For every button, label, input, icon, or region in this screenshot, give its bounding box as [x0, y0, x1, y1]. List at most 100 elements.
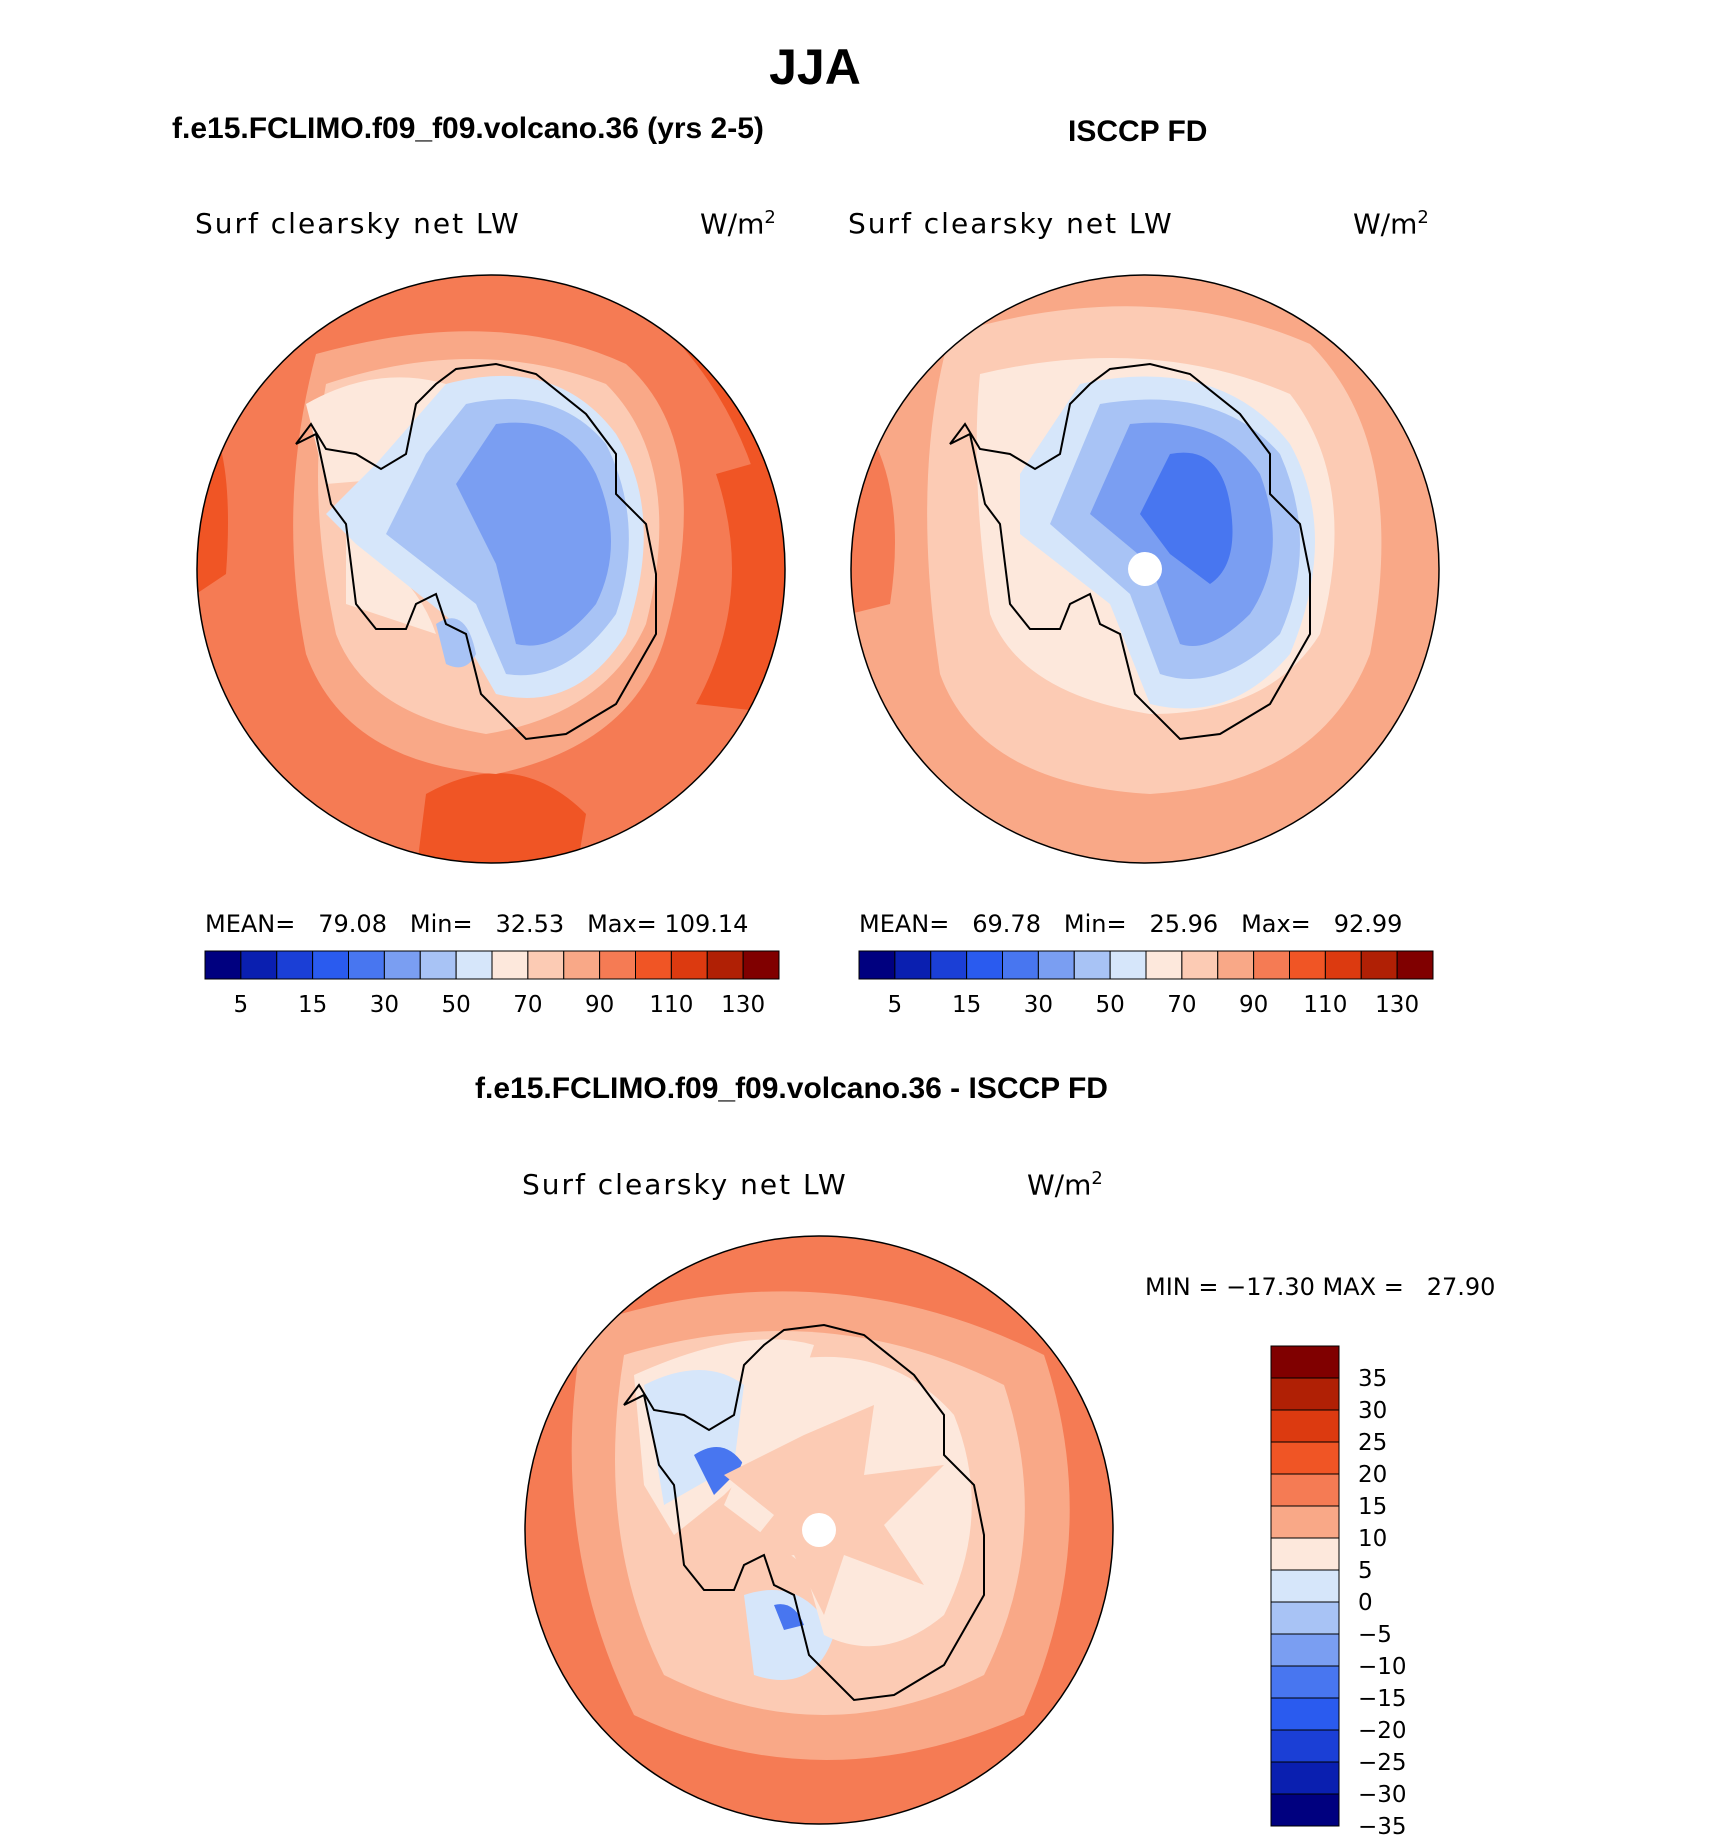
colorbar-tick-label: 130 — [721, 992, 765, 1018]
colorbar-box — [1181, 950, 1219, 980]
observation-polar-map — [850, 274, 1440, 864]
colorbar-box — [1270, 1537, 1340, 1571]
difference-variable-label: Surf clearsky net LW — [522, 1168, 848, 1201]
colorbar-box — [276, 950, 314, 980]
colorbar-box — [1270, 1345, 1340, 1379]
colorbar-tick-label: 110 — [1303, 992, 1347, 1018]
colorbar-tick-label: 50 — [1095, 992, 1124, 1018]
colorbar-box — [1002, 950, 1039, 980]
panel-1-colorbar: 5 15 30 50 70 90 110 130 — [204, 950, 780, 1018]
colorbar-box — [1270, 1697, 1340, 1731]
colorbar-box — [1270, 1473, 1340, 1507]
panel-2-variable-label: Surf clearsky net LW — [848, 207, 1174, 240]
colorbar-tick-label: 50 — [441, 992, 470, 1018]
colorbar-tick-label: 130 — [1375, 992, 1419, 1018]
ross-ice — [436, 618, 476, 668]
warm-band-east — [696, 454, 785, 714]
colorbar-tick-label: 15 — [298, 992, 327, 1018]
colorbar-box — [491, 950, 529, 980]
colorbar-box — [1270, 1569, 1340, 1603]
colorbar-tick-label: 30 — [370, 992, 399, 1018]
colorbar-box — [1073, 950, 1111, 980]
colorbar-box — [894, 950, 932, 980]
colorbar-box — [635, 950, 672, 980]
colorbar-tick-label: 15 — [1358, 1494, 1387, 1520]
colorbar-tick-label: 70 — [513, 992, 542, 1018]
ross-negative-strong — [774, 1604, 804, 1630]
colorbar-tick-label: −35 — [1358, 1814, 1407, 1835]
colorbar-tick-label: 5 — [1358, 1558, 1373, 1584]
panel-1-stats: MEAN= 79.08 Min= 32.53 Max= 109.14 — [205, 910, 749, 938]
colorbar-box — [706, 950, 744, 980]
colorbar-tick-label: −15 — [1358, 1686, 1407, 1712]
colorbar-tick-label: −5 — [1358, 1622, 1392, 1648]
warm-band-south — [416, 773, 586, 863]
pole-hole — [1128, 552, 1162, 586]
colorbar-tick-label: 15 — [952, 992, 981, 1018]
negative-strong — [694, 1447, 744, 1495]
colorbar-tick-label: −30 — [1358, 1782, 1407, 1808]
colorbar-box — [1396, 950, 1434, 980]
panel-1-title: f.e15.FCLIMO.f09_f09.volcano.36 (yrs 2-5… — [172, 112, 764, 145]
colorbar-box — [1360, 950, 1398, 980]
pole-hole — [802, 1513, 836, 1547]
colorbar-box — [1270, 1761, 1340, 1795]
colorbar-box — [1253, 950, 1290, 980]
colorbar-tick-label: 25 — [1358, 1430, 1387, 1456]
colorbar-tick-label: 35 — [1358, 1366, 1387, 1392]
panel-2-stats: MEAN= 69.78 Min= 25.96 Max= 92.99 — [859, 910, 1403, 938]
colorbar-box — [1109, 950, 1147, 980]
colorbar-tick-label: 30 — [1358, 1398, 1387, 1424]
colorbar-box — [1324, 950, 1362, 980]
panel-1-variable-label: Surf clearsky net LW — [195, 207, 521, 240]
radial-positive — [724, 1405, 944, 1615]
colorbar-box — [1270, 1729, 1340, 1763]
colorbar-tick-label: 10 — [1358, 1526, 1387, 1552]
colorbar-box — [455, 950, 493, 980]
colorbar-tick-label: 70 — [1167, 992, 1196, 1018]
map-boundary — [850, 274, 1440, 864]
panel-1-units: W/m2 — [700, 207, 776, 241]
colorbar-tick-label: −10 — [1358, 1654, 1407, 1680]
colorbar-tick-label: −20 — [1358, 1718, 1407, 1744]
difference-units: W/m2 — [1027, 1168, 1103, 1202]
antarctica-coastline — [949, 362, 1311, 741]
colorbar-tick-label: 20 — [1358, 1462, 1387, 1488]
panel-2-title: ISCCP FD — [1068, 115, 1208, 148]
colorbar-box — [742, 950, 780, 980]
colorbar-tick-label: 90 — [1239, 992, 1268, 1018]
colorbar-box — [1270, 1505, 1340, 1539]
colorbar-box — [527, 950, 565, 980]
season-title: JJA — [769, 39, 861, 95]
difference-polar-map — [524, 1235, 1114, 1825]
colorbar-box — [1270, 1665, 1340, 1699]
colorbar-box — [858, 950, 896, 980]
ice-deeper — [1140, 452, 1233, 584]
panel-2-colorbar: 5 15 30 50 70 90 110 130 — [858, 950, 1434, 1018]
colorbar-box — [1289, 950, 1326, 980]
map-boundary — [196, 274, 786, 864]
ice-deep — [456, 422, 611, 646]
model-polar-map — [196, 274, 786, 864]
antarctica-coastline — [295, 362, 657, 741]
warm-band-west — [197, 404, 228, 594]
difference-title: f.e15.FCLIMO.f09_f09.volcano.36 - ISCCP … — [475, 1072, 1108, 1105]
colorbar-tick-label: 110 — [649, 992, 693, 1018]
difference-stats: MIN = −17.30 MAX = 27.90 — [1145, 1273, 1496, 1301]
colorbar-box — [1270, 1409, 1340, 1443]
colorbar-box — [563, 950, 601, 980]
colorbar-box — [240, 950, 278, 980]
colorbar-box — [966, 950, 1003, 980]
colorbar-box — [383, 950, 421, 980]
colorbar-box — [1037, 950, 1075, 980]
colorbar-tick-label: 5 — [234, 992, 249, 1018]
colorbar-box — [204, 950, 242, 980]
colorbar-box — [599, 950, 636, 980]
antarctica-coastline — [623, 1323, 985, 1702]
colorbar-tick-label: 0 — [1358, 1590, 1373, 1616]
colorbar-box — [1217, 950, 1255, 980]
colorbar-box — [930, 950, 968, 980]
colorbar-box — [1145, 950, 1183, 980]
colorbar-tick-label: 90 — [585, 992, 614, 1018]
colorbar-box — [1270, 1633, 1340, 1667]
